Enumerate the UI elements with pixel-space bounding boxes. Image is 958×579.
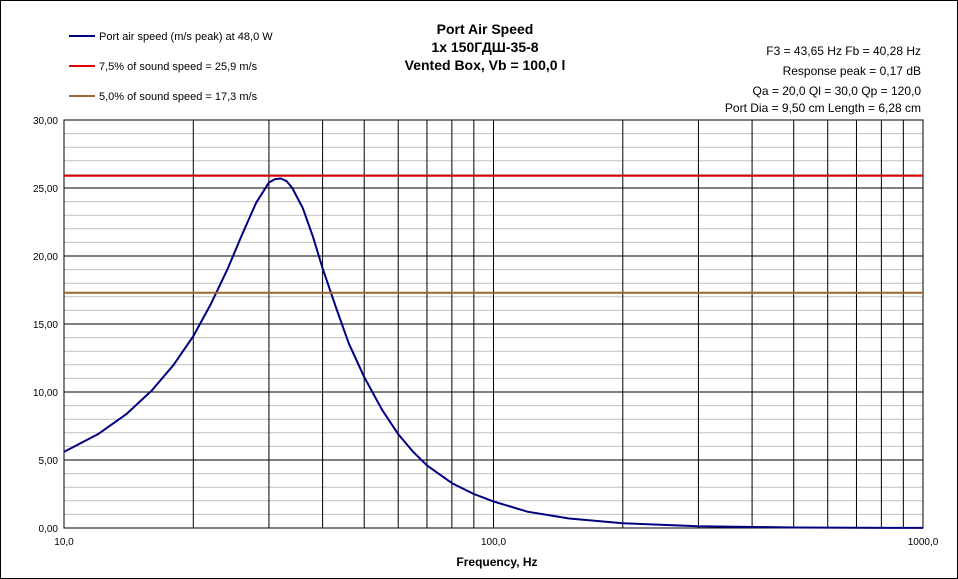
y-tick-label: 5,00 <box>39 456 59 467</box>
port-air-speed-line <box>63 177 924 529</box>
x-tick-label: 10,0 <box>54 537 74 548</box>
x-tick-labels: 10,0 100,0 1000,0 <box>54 537 938 548</box>
title-line-2: 1x 150ГДШ-35-8 <box>431 39 538 55</box>
title-line-3: Vented Box, Vb = 100,0 l <box>405 57 566 73</box>
y-tick-label: 0,00 <box>39 524 59 535</box>
x-tick-label: 1000,0 <box>908 537 939 548</box>
plot-area-border <box>63 119 924 529</box>
y-tick-label: 10,00 <box>33 388 58 399</box>
y-tick-label: 15,00 <box>33 320 58 331</box>
parameters-info: F3 = 43,65 Hz Fb = 40,28 Hz Response pea… <box>725 44 921 115</box>
info-line-f3-fb: F3 = 43,65 Hz Fb = 40,28 Hz <box>766 44 921 58</box>
info-line-response-peak: Response peak = 0,17 dB <box>783 64 921 78</box>
chart-title: Port Air Speed 1x 150ГДШ-35-8 Vented Box… <box>405 21 566 73</box>
x-tick-label: 100,0 <box>481 537 506 548</box>
legend-label: 7,5% of sound speed = 25,9 m/s <box>99 61 258 73</box>
x-gridlines <box>192 120 904 528</box>
x-axis-title: Frequency, Hz <box>456 555 537 569</box>
legend-label: 5,0% of sound speed = 17,3 m/s <box>99 91 258 103</box>
legend: Port air speed (m/s peak) at 48,0 W 7,5% … <box>69 31 273 103</box>
y-tick-label: 20,00 <box>33 252 58 263</box>
y-tick-labels: 0,00 5,00 10,00 15,00 20,00 25,00 30,00 <box>33 116 58 535</box>
info-line-port-dims: Port Dia = 9,50 cm Length = 6,28 cm <box>725 101 921 115</box>
series-layer <box>63 174 924 529</box>
y-tick-label: 30,00 <box>33 116 58 127</box>
info-line-q-factors: Qa = 20,0 Ql = 30,0 Qp = 120,0 <box>753 84 922 98</box>
legend-label: Port air speed (m/s peak) at 48,0 W <box>99 31 273 43</box>
y-tick-label: 25,00 <box>33 184 58 195</box>
title-line-1: Port Air Speed <box>437 21 534 37</box>
